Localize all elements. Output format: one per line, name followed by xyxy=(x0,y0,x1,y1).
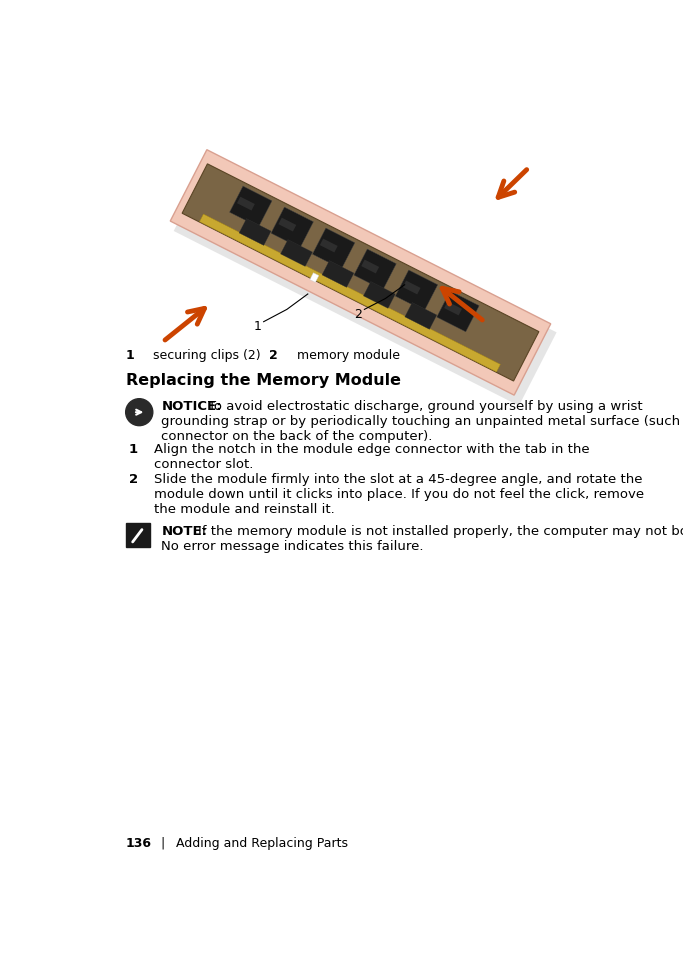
Polygon shape xyxy=(322,261,354,287)
Text: 1: 1 xyxy=(129,443,138,457)
Text: NOTE:: NOTE: xyxy=(161,525,208,538)
Polygon shape xyxy=(281,240,313,267)
Circle shape xyxy=(126,398,153,426)
Polygon shape xyxy=(279,217,296,232)
Text: 136: 136 xyxy=(126,837,152,850)
Polygon shape xyxy=(170,150,550,395)
Polygon shape xyxy=(239,218,271,245)
Text: the module and reinstall it.: the module and reinstall it. xyxy=(154,503,334,515)
Text: 1: 1 xyxy=(253,319,262,333)
Polygon shape xyxy=(237,197,255,210)
Text: connector slot.: connector slot. xyxy=(154,459,253,471)
Polygon shape xyxy=(405,303,437,329)
Polygon shape xyxy=(361,260,379,274)
Text: memory module: memory module xyxy=(281,350,400,362)
Text: module down until it clicks into place. If you do not feel the click, remove: module down until it clicks into place. … xyxy=(154,488,643,501)
Polygon shape xyxy=(444,302,462,316)
Text: No error message indicates this failure.: No error message indicates this failure. xyxy=(161,540,424,553)
Text: 2: 2 xyxy=(354,308,362,320)
Text: 2: 2 xyxy=(269,350,278,362)
FancyBboxPatch shape xyxy=(126,523,150,546)
Text: 1: 1 xyxy=(126,350,135,362)
Polygon shape xyxy=(310,273,319,282)
Text: 2: 2 xyxy=(129,472,138,486)
Polygon shape xyxy=(395,270,438,311)
Text: NOTICE:: NOTICE: xyxy=(161,400,222,413)
Text: Adding and Replacing Parts: Adding and Replacing Parts xyxy=(176,837,348,850)
Text: Replacing the Memory Module: Replacing the Memory Module xyxy=(126,372,401,388)
Polygon shape xyxy=(403,281,421,294)
Polygon shape xyxy=(182,164,539,381)
Polygon shape xyxy=(354,249,396,290)
Polygon shape xyxy=(320,239,337,252)
Polygon shape xyxy=(436,291,479,332)
Text: grounding strap or by periodically touching an unpainted metal surface (such as : grounding strap or by periodically touch… xyxy=(161,415,683,429)
Polygon shape xyxy=(199,214,501,372)
Text: Slide the module firmly into the slot at a 45-degree angle, and rotate the: Slide the module firmly into the slot at… xyxy=(154,472,642,486)
Text: |: | xyxy=(161,837,165,850)
Text: connector on the back of the computer).: connector on the back of the computer). xyxy=(161,431,433,443)
Text: To avoid electrostatic discharge, ground yourself by using a wrist: To avoid electrostatic discharge, ground… xyxy=(208,400,643,413)
Polygon shape xyxy=(312,228,355,269)
Polygon shape xyxy=(173,158,557,406)
Polygon shape xyxy=(229,186,272,227)
Text: Align the notch in the module edge connector with the tab in the: Align the notch in the module edge conne… xyxy=(154,443,589,457)
Polygon shape xyxy=(271,207,313,247)
Text: securing clips (2): securing clips (2) xyxy=(137,350,261,362)
Text: If the memory module is not installed properly, the computer may not boot.: If the memory module is not installed pr… xyxy=(198,525,683,538)
Polygon shape xyxy=(363,281,395,309)
